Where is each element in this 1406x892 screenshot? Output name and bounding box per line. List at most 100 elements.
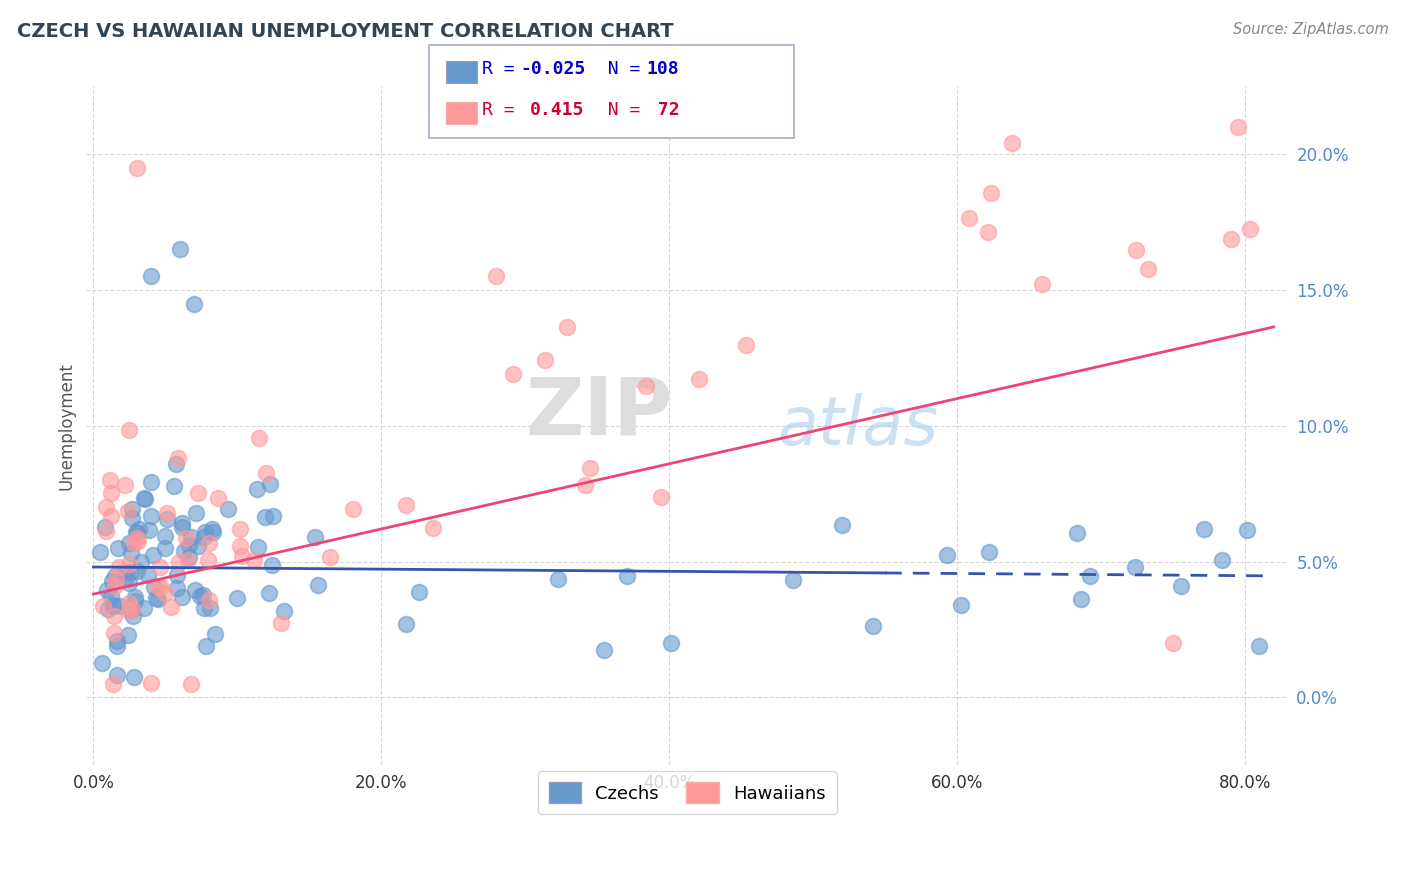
Point: [195, 639, 218, 653]
Point: [1236, 523, 1258, 537]
Point: [1170, 579, 1192, 593]
Point: [149, 580, 172, 594]
Point: [120, 546, 142, 560]
Point: [128, 522, 150, 536]
Point: [103, 598, 125, 612]
Point: [201, 522, 224, 536]
Point: [307, 578, 329, 592]
Point: [319, 550, 342, 565]
Point: [110, 599, 132, 613]
Point: [260, 558, 283, 573]
Point: [89, 545, 111, 559]
Point: [555, 319, 578, 334]
Point: [139, 676, 162, 690]
Point: [688, 371, 710, 385]
Point: [187, 485, 209, 500]
Point: [155, 586, 177, 600]
Point: [101, 574, 124, 588]
Point: [1211, 552, 1233, 566]
Point: [194, 525, 217, 540]
Point: [139, 475, 162, 489]
Point: [104, 572, 127, 586]
Point: [134, 491, 156, 506]
Point: [104, 579, 127, 593]
Point: [121, 511, 143, 525]
Point: [1161, 636, 1184, 650]
Point: [176, 553, 198, 567]
Point: [177, 538, 200, 552]
Point: [160, 600, 183, 615]
Text: 0.415: 0.415: [530, 101, 585, 119]
Point: [1001, 136, 1024, 150]
Legend: Czechs, Hawaiians: Czechs, Hawaiians: [537, 772, 837, 814]
Point: [502, 368, 524, 382]
Point: [229, 522, 252, 536]
Point: [1220, 232, 1243, 246]
Point: [97, 602, 120, 616]
Point: [174, 531, 197, 545]
Point: [127, 531, 149, 545]
Point: [122, 535, 145, 549]
Point: [167, 555, 190, 569]
Point: [121, 501, 143, 516]
Point: [534, 353, 557, 368]
Point: [163, 479, 186, 493]
Point: [177, 550, 200, 565]
Point: [1125, 243, 1147, 257]
Point: [117, 628, 139, 642]
Point: [1249, 639, 1271, 653]
Point: [1123, 560, 1146, 574]
Text: 108: 108: [647, 60, 679, 78]
Point: [94, 520, 117, 534]
Point: [166, 567, 188, 582]
Point: [395, 617, 418, 632]
Point: [125, 564, 148, 578]
Point: [118, 575, 141, 590]
Point: [935, 548, 957, 562]
Point: [107, 541, 129, 555]
Point: [117, 424, 139, 438]
Text: CZECH VS HAWAIIAN UNEMPLOYMENT CORRELATION CHART: CZECH VS HAWAIIAN UNEMPLOYMENT CORRELATI…: [17, 22, 673, 41]
Point: [117, 535, 139, 549]
Point: [156, 506, 179, 520]
Point: [862, 619, 884, 633]
Point: [118, 604, 141, 618]
Point: [108, 560, 131, 574]
Point: [120, 566, 142, 580]
Text: -0.025: -0.025: [520, 60, 585, 78]
Point: [254, 466, 277, 480]
Point: [103, 609, 125, 624]
Point: [121, 601, 143, 615]
Point: [782, 574, 804, 588]
Point: [165, 457, 187, 471]
Point: [193, 531, 215, 545]
Point: [1070, 591, 1092, 606]
Point: [104, 568, 127, 582]
Point: [107, 667, 129, 681]
Point: [592, 643, 614, 657]
Point: [103, 677, 125, 691]
Point: [1226, 120, 1249, 134]
Point: [118, 596, 141, 610]
Point: [422, 521, 444, 535]
Point: [96, 524, 118, 538]
Text: N =: N =: [586, 101, 651, 119]
Point: [187, 540, 209, 554]
Point: [101, 599, 124, 613]
Point: [166, 450, 188, 465]
Text: R =: R =: [482, 60, 526, 78]
Point: [1078, 568, 1101, 582]
Point: [1031, 277, 1053, 292]
Point: [115, 565, 138, 579]
Point: [1066, 525, 1088, 540]
Point: [198, 536, 221, 550]
Point: [979, 544, 1001, 558]
Point: [273, 604, 295, 618]
Point: [225, 591, 247, 605]
Point: [408, 585, 430, 599]
Point: [243, 553, 266, 567]
Point: [121, 603, 143, 617]
Point: [734, 338, 756, 352]
Point: [138, 523, 160, 537]
Point: [134, 600, 156, 615]
